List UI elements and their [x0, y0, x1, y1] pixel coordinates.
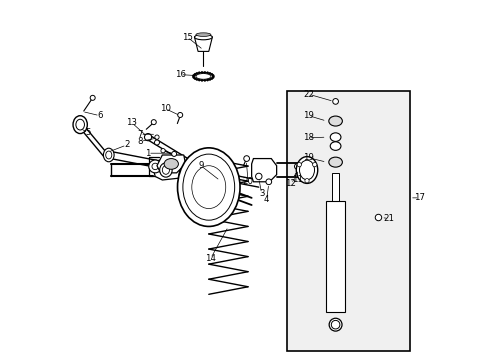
- Circle shape: [148, 160, 162, 173]
- Text: 10: 10: [160, 104, 170, 113]
- Text: 7: 7: [137, 130, 142, 139]
- Text: 4: 4: [264, 195, 269, 204]
- Circle shape: [192, 75, 194, 77]
- Ellipse shape: [328, 116, 342, 126]
- Circle shape: [203, 71, 205, 73]
- Text: 3: 3: [258, 189, 264, 198]
- Circle shape: [332, 99, 338, 104]
- Ellipse shape: [194, 35, 212, 40]
- Circle shape: [208, 78, 211, 81]
- Text: 19: 19: [303, 153, 314, 162]
- Circle shape: [155, 135, 159, 139]
- Text: 16: 16: [174, 70, 185, 79]
- Circle shape: [194, 73, 196, 75]
- Ellipse shape: [329, 142, 340, 150]
- Ellipse shape: [193, 72, 213, 80]
- Circle shape: [192, 76, 195, 78]
- Bar: [325, 202, 344, 312]
- Circle shape: [201, 79, 203, 81]
- Ellipse shape: [105, 151, 112, 159]
- Text: 5: 5: [85, 129, 91, 138]
- Circle shape: [203, 79, 205, 81]
- Circle shape: [144, 134, 151, 141]
- Polygon shape: [153, 160, 180, 180]
- Circle shape: [90, 95, 95, 100]
- Polygon shape: [251, 158, 276, 182]
- Text: 12: 12: [285, 179, 296, 188]
- Circle shape: [304, 179, 308, 183]
- Ellipse shape: [328, 318, 341, 331]
- Ellipse shape: [299, 160, 314, 180]
- Circle shape: [211, 76, 214, 78]
- Text: 8: 8: [137, 137, 142, 146]
- Circle shape: [151, 120, 156, 125]
- Text: 15: 15: [182, 33, 192, 42]
- Ellipse shape: [103, 148, 114, 162]
- Text: 11: 11: [291, 175, 302, 184]
- Ellipse shape: [196, 73, 210, 79]
- Circle shape: [210, 73, 212, 75]
- Text: 19: 19: [303, 111, 314, 120]
- Circle shape: [195, 78, 198, 81]
- Text: 21: 21: [383, 214, 394, 223]
- Ellipse shape: [191, 166, 225, 208]
- Circle shape: [161, 149, 165, 153]
- Circle shape: [154, 140, 159, 145]
- Ellipse shape: [329, 133, 340, 141]
- Ellipse shape: [76, 119, 84, 130]
- Circle shape: [210, 77, 212, 80]
- Ellipse shape: [183, 154, 234, 220]
- Circle shape: [208, 72, 211, 75]
- Polygon shape: [157, 155, 185, 173]
- Text: 9: 9: [198, 161, 203, 170]
- Text: 20: 20: [242, 177, 253, 186]
- Ellipse shape: [73, 116, 87, 134]
- Text: 1: 1: [145, 149, 150, 158]
- Circle shape: [331, 320, 339, 329]
- Ellipse shape: [328, 157, 342, 167]
- Circle shape: [297, 162, 301, 167]
- Ellipse shape: [177, 148, 240, 226]
- Circle shape: [177, 112, 183, 117]
- Bar: [286, 91, 409, 351]
- Circle shape: [265, 179, 271, 185]
- Circle shape: [206, 72, 208, 74]
- Ellipse shape: [196, 33, 210, 36]
- Text: 2: 2: [123, 140, 129, 149]
- Polygon shape: [194, 37, 212, 51]
- Text: 17: 17: [413, 193, 424, 202]
- Circle shape: [244, 156, 249, 161]
- Circle shape: [374, 214, 381, 221]
- Text: 6: 6: [97, 111, 102, 120]
- Text: 18: 18: [302, 133, 313, 142]
- Circle shape: [212, 75, 214, 77]
- Circle shape: [194, 77, 196, 80]
- Circle shape: [201, 71, 203, 73]
- Ellipse shape: [296, 157, 317, 183]
- Text: 13: 13: [126, 118, 137, 127]
- Circle shape: [211, 74, 214, 76]
- Circle shape: [218, 179, 224, 185]
- Text: 14: 14: [204, 254, 216, 263]
- Circle shape: [206, 79, 208, 81]
- Ellipse shape: [160, 163, 172, 177]
- Circle shape: [255, 173, 262, 180]
- Ellipse shape: [164, 158, 178, 169]
- Circle shape: [312, 162, 316, 167]
- Circle shape: [294, 163, 300, 169]
- Circle shape: [152, 163, 158, 170]
- Circle shape: [198, 72, 200, 74]
- Circle shape: [171, 152, 176, 157]
- Circle shape: [192, 74, 195, 76]
- Bar: [332, 173, 338, 202]
- Circle shape: [295, 173, 299, 177]
- Ellipse shape: [162, 166, 169, 174]
- Circle shape: [198, 79, 200, 81]
- Text: 22: 22: [303, 90, 314, 99]
- Circle shape: [195, 72, 198, 75]
